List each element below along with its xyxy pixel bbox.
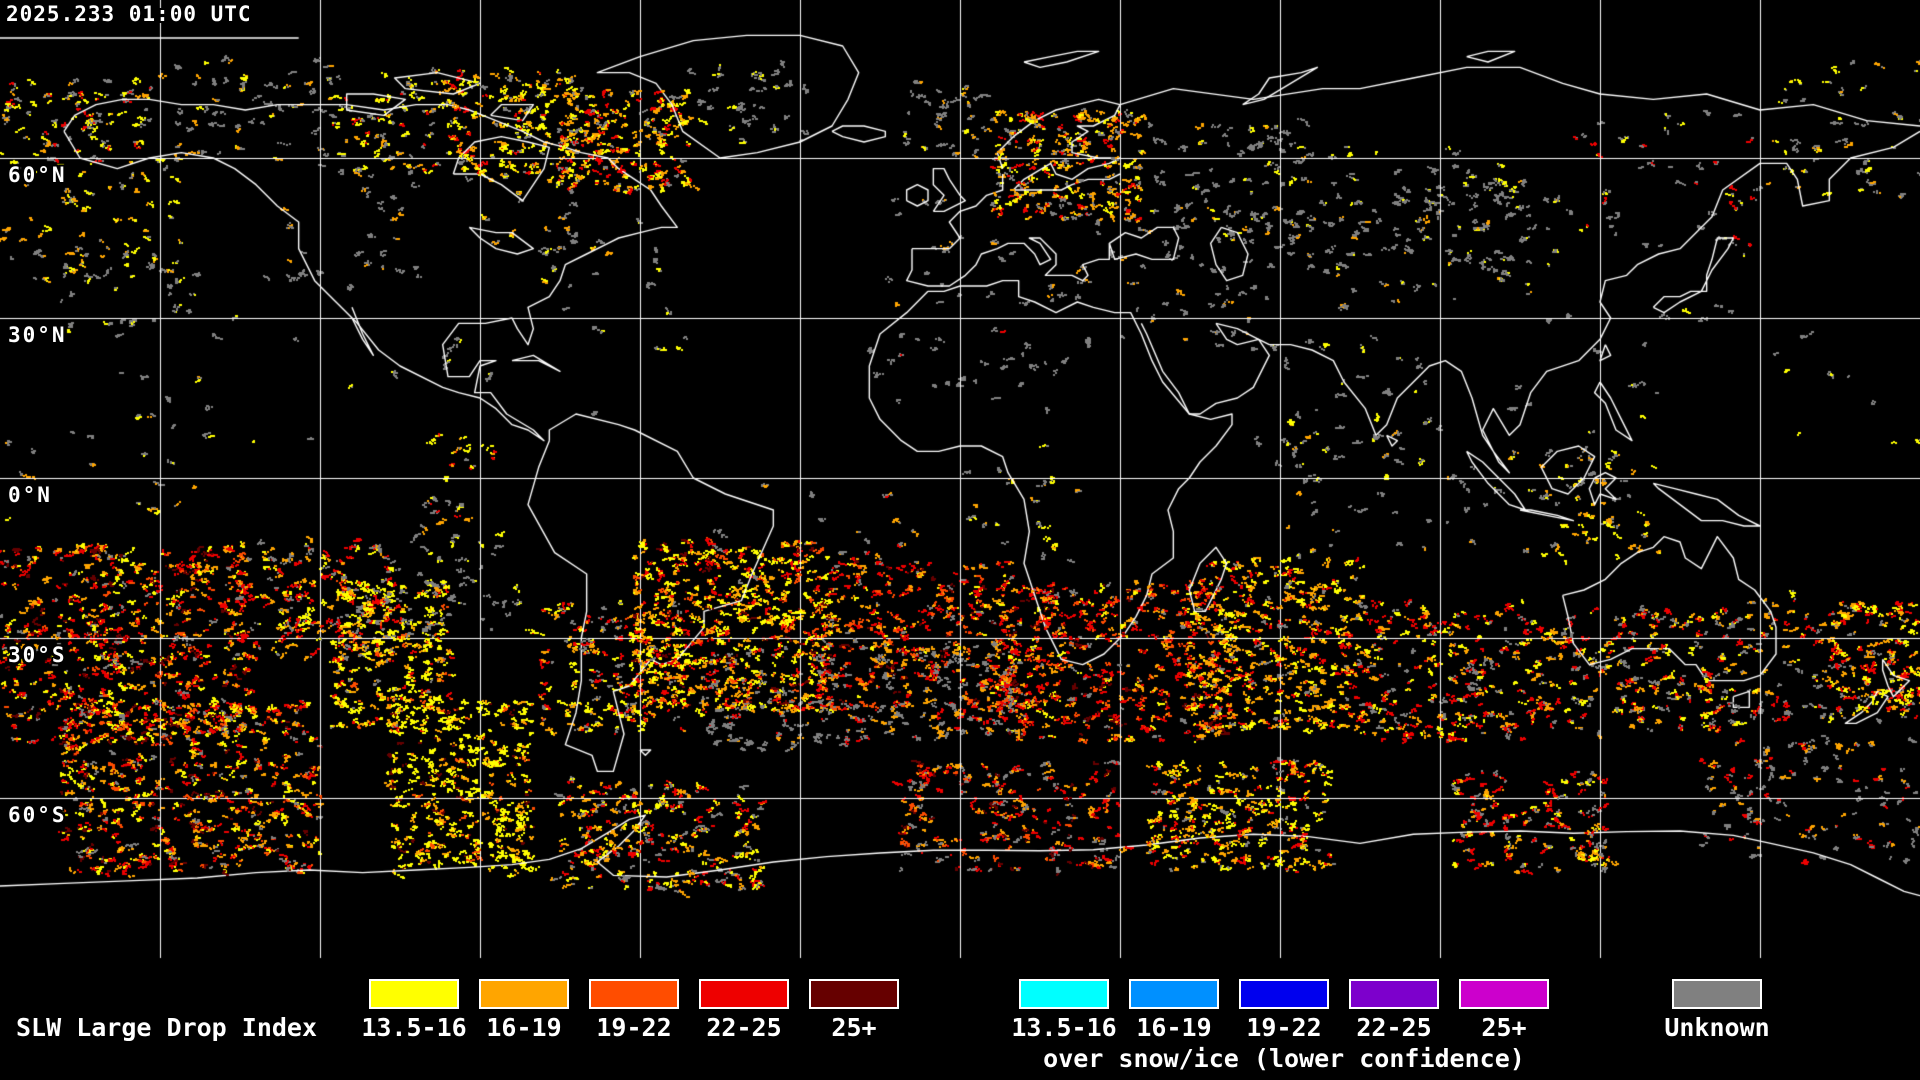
legend-label-snow-2: 19-22 <box>1246 1013 1322 1042</box>
legend-swatch-standard-3 <box>699 979 789 1009</box>
world-map-canvas <box>0 0 1920 960</box>
legend-swatch-standard-0 <box>369 979 459 1009</box>
legend-label-standard-3: 22-25 <box>706 1013 782 1042</box>
legend-label-standard-4: 25+ <box>831 1013 877 1042</box>
timestamp: 2025.233 01:00 UTC <box>6 2 252 26</box>
legend-title: SLW Large Drop Index <box>16 1013 318 1042</box>
legend-swatch-standard-1 <box>479 979 569 1009</box>
legend-subtitle: over snow/ice (lower confidence) <box>1043 1044 1525 1073</box>
latitude-label-2: 0°N <box>8 483 52 507</box>
legend-label-snow-3: 22-25 <box>1356 1013 1432 1042</box>
legend-label-unknown-0: Unknown <box>1664 1013 1770 1042</box>
legend-swatch-snow-2 <box>1239 979 1329 1009</box>
legend-swatch-snow-1 <box>1129 979 1219 1009</box>
legend-swatch-snow-0 <box>1019 979 1109 1009</box>
legend-label-standard-0: 13.5-16 <box>361 1013 467 1042</box>
legend-swatch-snow-4 <box>1459 979 1549 1009</box>
legend-label-standard-1: 16-19 <box>486 1013 562 1042</box>
legend-label-snow-4: 25+ <box>1481 1013 1527 1042</box>
latitude-label-3: 30°S <box>8 643 67 667</box>
latitude-label-0: 60°N <box>8 163 67 187</box>
legend-swatch-standard-4 <box>809 979 899 1009</box>
latitude-label-1: 30°N <box>8 323 67 347</box>
legend-label-snow-0: 13.5-16 <box>1011 1013 1117 1042</box>
legend-swatch-snow-3 <box>1349 979 1439 1009</box>
latitude-label-4: 60°S <box>8 803 67 827</box>
legend-label-snow-1: 16-19 <box>1136 1013 1212 1042</box>
legend-swatch-standard-2 <box>589 979 679 1009</box>
legend-swatch-unknown-0 <box>1672 979 1762 1009</box>
legend-label-standard-2: 19-22 <box>596 1013 672 1042</box>
